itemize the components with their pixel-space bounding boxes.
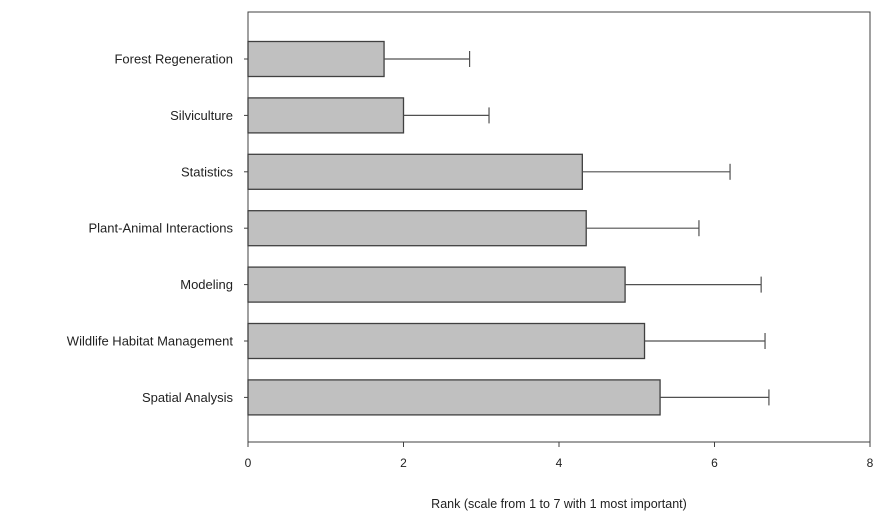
- error-bars-group: [384, 51, 770, 406]
- category-label: Statistics: [181, 164, 234, 179]
- category-label: Spatial Analysis: [142, 390, 234, 405]
- x-tick-label: 4: [556, 456, 563, 470]
- category-label: Modeling: [180, 277, 233, 292]
- x-tick-label: 6: [711, 456, 718, 470]
- bar-wildlife-habitat-management: [247, 322, 646, 360]
- plot-area: Forest Regeneration Silviculture Statistic…: [67, 11, 874, 470]
- x-tick-label: 8: [867, 456, 874, 470]
- category-label: Plant-Animal Interactions: [88, 221, 233, 236]
- category-label: Silviculture: [170, 108, 233, 123]
- bar-forest-regeneration: [247, 40, 385, 78]
- bar-statistics: [247, 153, 583, 190]
- category-label: Forest Regeneration: [114, 52, 233, 67]
- category-label: Wildlife Habitat Management: [67, 334, 234, 349]
- bar-modeling: [247, 266, 626, 303]
- bar-plant-animal-interactions: [247, 210, 587, 247]
- bars-group: [247, 40, 661, 416]
- x-axis-ticks: 0 2 4 6 8: [245, 442, 874, 470]
- x-tick-label: 0: [245, 456, 252, 470]
- category-labels: Forest Regeneration Silviculture Statistic…: [67, 52, 248, 405]
- x-tick-label: 2: [400, 456, 407, 470]
- bar-silviculture: [247, 97, 405, 134]
- bar-spatial-analysis: [247, 379, 661, 416]
- x-axis-title: Rank (scale from 1 to 7 with 1 most impo…: [431, 497, 687, 511]
